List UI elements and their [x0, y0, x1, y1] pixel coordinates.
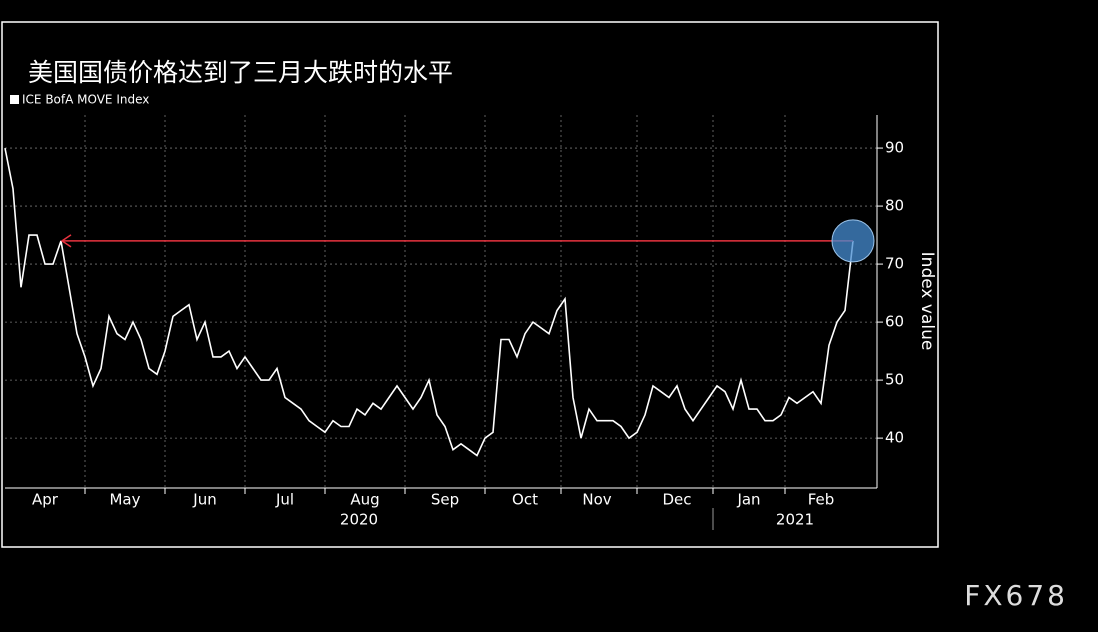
x-tick-label: Sep — [431, 491, 459, 509]
highlight-circle — [831, 219, 875, 263]
watermark: FX678 — [964, 579, 1068, 612]
annotation-arrowhead — [60, 234, 72, 248]
y-tick-label: 90 — [885, 139, 904, 157]
y-tick-label: 70 — [885, 255, 904, 273]
x-tick-label: Jul — [275, 491, 294, 509]
y-tick-label: 50 — [885, 371, 904, 389]
y-axis-label: Index value — [917, 252, 937, 351]
x-tick-label: Jan — [736, 491, 760, 509]
x-tick-label: Oct — [512, 491, 538, 509]
x-tick-label: Jun — [192, 491, 216, 509]
legend-label: ICE BofA MOVE Index — [22, 93, 149, 107]
chart-title: 美国国债价格达到了三月大跌时的水平 — [28, 58, 453, 87]
data-line — [4, 147, 854, 457]
x-tick-label: Feb — [808, 491, 835, 509]
y-tick-label: 40 — [885, 429, 904, 447]
legend-swatch — [10, 95, 19, 104]
chart-frame — [1, 21, 939, 548]
x-tick-label: Aug — [350, 491, 379, 509]
x-tick-label: Nov — [582, 491, 611, 509]
x-tick-label: May — [109, 491, 140, 509]
x-tick-label: Apr — [32, 491, 59, 509]
x-tick-label: Dec — [662, 491, 691, 509]
year-label: 2020 — [340, 511, 378, 529]
year-label: 2021 — [776, 511, 814, 529]
y-tick-label: 80 — [885, 197, 904, 215]
y-tick-label: 60 — [885, 313, 904, 331]
